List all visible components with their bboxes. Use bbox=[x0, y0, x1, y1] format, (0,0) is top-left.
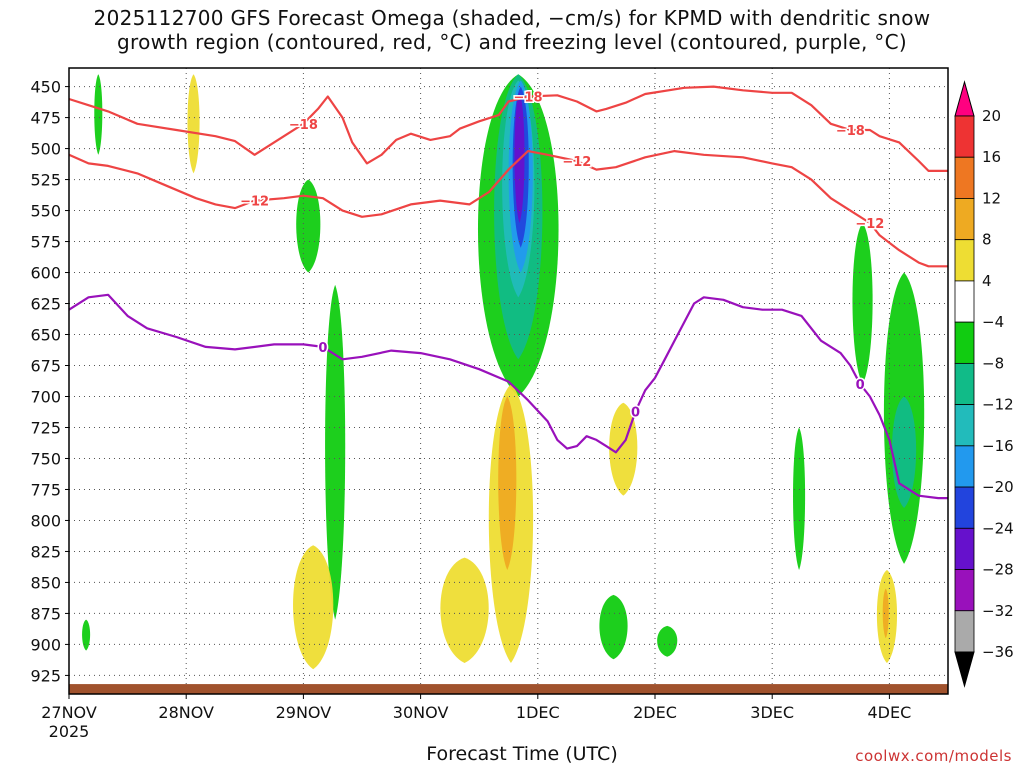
contour-line-0 bbox=[68, 85, 948, 172]
shaded-region-20 bbox=[882, 588, 889, 639]
y-tick-label: 850 bbox=[30, 573, 61, 592]
shaded-region-22 bbox=[187, 74, 200, 174]
y-tick-label: 475 bbox=[30, 109, 61, 128]
colorbar-label: −36 bbox=[982, 643, 1014, 661]
y-tick-label: 900 bbox=[30, 635, 61, 654]
chart-title-line1: 2025112700 GFS Forecast Omega (shaded, −… bbox=[93, 6, 931, 30]
colorbar-bottom-arrow bbox=[954, 651, 975, 688]
colorbar-swatch bbox=[954, 321, 975, 364]
x-axis-label: Forecast Time (UTC) bbox=[426, 743, 618, 765]
shaded-region-8 bbox=[296, 179, 321, 273]
y-tick-label: 875 bbox=[30, 604, 61, 623]
x-tick-label: 30NOV bbox=[393, 703, 449, 722]
colorbar-swatch bbox=[954, 198, 975, 241]
colorbar-label: −24 bbox=[982, 519, 1014, 537]
colorbar: 20 16 12 8 4 −4 −8 −12 −16 −20 −24 −28 −32 −36 bbox=[954, 80, 1014, 688]
y-tick-label: 750 bbox=[30, 449, 61, 468]
colorbar-swatch bbox=[954, 610, 975, 653]
colorbar-label: −4 bbox=[982, 313, 1004, 331]
shaded-region-21 bbox=[94, 74, 103, 155]
x-tick-label: 28NOV bbox=[158, 703, 214, 722]
colorbar-swatch bbox=[954, 404, 975, 447]
shaded-regions bbox=[82, 74, 925, 670]
colorbar-label: −20 bbox=[982, 478, 1014, 496]
y-tick-label: 800 bbox=[30, 511, 61, 530]
x-tick-label: 4DEC bbox=[868, 703, 912, 722]
colorbar-label: 4 bbox=[982, 272, 992, 290]
x-tick-label: 2DEC bbox=[633, 703, 677, 722]
chart-title-line2: growth region (contoured, red, °C) and f… bbox=[117, 30, 907, 54]
y-tick-label: 575 bbox=[30, 233, 61, 252]
contour-label: −12 bbox=[562, 155, 591, 170]
contour-label: −12 bbox=[855, 217, 884, 232]
y-tick-label: 625 bbox=[30, 295, 61, 314]
contour-line-1 bbox=[68, 150, 948, 268]
colorbar-label: −12 bbox=[982, 396, 1014, 414]
y-tick-label: 600 bbox=[30, 264, 61, 283]
colorbar-swatch bbox=[954, 486, 975, 529]
y-tick-label: 925 bbox=[30, 666, 61, 685]
colorbar-swatch bbox=[954, 527, 975, 570]
x-tick-label: 27NOV bbox=[41, 703, 97, 722]
y-tick-label: 500 bbox=[30, 140, 61, 159]
colorbar-label: 8 bbox=[982, 231, 992, 249]
chart-title: 2025112700 GFS Forecast Omega (shaded, −… bbox=[0, 6, 1024, 54]
y-tick-label: 525 bbox=[30, 171, 61, 190]
colorbar-label: 16 bbox=[982, 148, 1001, 166]
credit-text[interactable]: coolwx.com/models bbox=[855, 747, 1012, 765]
colorbar-swatch bbox=[954, 115, 975, 158]
shaded-region-7 bbox=[498, 396, 517, 571]
shaded-region-23 bbox=[82, 619, 91, 651]
y-tick-label: 825 bbox=[30, 542, 61, 561]
y-tick-label: 650 bbox=[30, 326, 61, 345]
y-tick-label: 725 bbox=[30, 418, 61, 437]
contour-label: 0 bbox=[631, 405, 640, 420]
y-tick-label: 450 bbox=[30, 78, 61, 97]
colorbar-label: −32 bbox=[982, 602, 1014, 620]
colorbar-swatch bbox=[954, 156, 975, 199]
colorbar-swatch bbox=[954, 239, 975, 282]
shaded-region-14 bbox=[657, 625, 678, 657]
contour-label: −18 bbox=[514, 91, 543, 106]
y-axis: 450 475 500 525 550 575 600 625 650 675 700 725 750 7… bbox=[30, 78, 69, 685]
y-tick-label: 550 bbox=[30, 202, 61, 221]
colorbar-top-arrow bbox=[954, 80, 975, 117]
shaded-region-9 bbox=[325, 284, 346, 620]
colorbar-swatch bbox=[954, 569, 975, 612]
contour-label: 0 bbox=[856, 378, 865, 393]
x-tick-sublabel: 2025 bbox=[49, 722, 90, 741]
x-tick-label: 3DEC bbox=[750, 703, 794, 722]
contours: −18 −18 −18 −12 −12 −12 0 0 0 bbox=[68, 85, 948, 500]
y-tick-label: 700 bbox=[30, 387, 61, 406]
contour-label: −18 bbox=[289, 118, 318, 133]
colorbar-swatch bbox=[954, 445, 975, 488]
x-tick-label: 1DEC bbox=[516, 703, 560, 722]
x-tick-label: 29NOV bbox=[276, 703, 332, 722]
colorbar-label: 12 bbox=[982, 189, 1001, 207]
contour-line-2 bbox=[68, 293, 948, 500]
contour-label: −18 bbox=[836, 124, 865, 139]
shaded-region-16 bbox=[852, 222, 873, 385]
y-tick-label: 775 bbox=[30, 480, 61, 499]
contour-label: −12 bbox=[240, 195, 269, 210]
plot-frame bbox=[68, 67, 949, 695]
shaded-region-11 bbox=[440, 557, 489, 664]
colorbar-label: −16 bbox=[982, 437, 1014, 455]
colorbar-swatch bbox=[954, 362, 975, 406]
contour-label: 0 bbox=[318, 341, 327, 356]
shaded-region-15 bbox=[793, 427, 806, 571]
colorbar-label: −28 bbox=[982, 561, 1014, 579]
y-tick-label: 675 bbox=[30, 357, 61, 376]
terrain-strip bbox=[69, 684, 948, 694]
colorbar-swatch bbox=[954, 280, 975, 323]
colorbar-label: 20 bbox=[982, 107, 1001, 125]
shaded-region-13 bbox=[599, 594, 628, 660]
colorbar-label: −8 bbox=[982, 354, 1004, 372]
